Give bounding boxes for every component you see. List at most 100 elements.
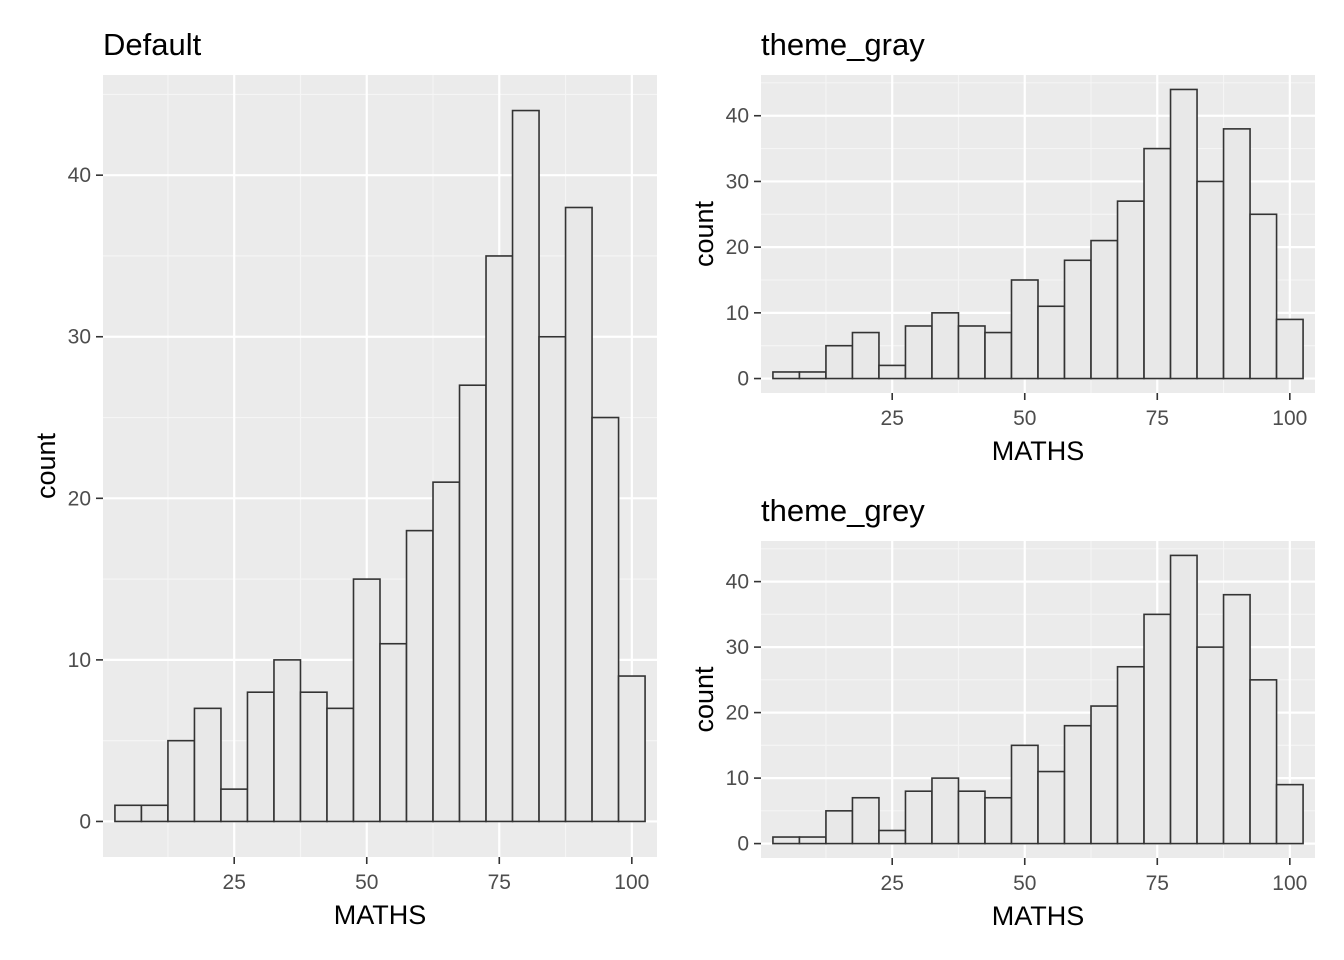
histogram-bar (1169, 88, 1198, 380)
y-tick-label: 40 (68, 164, 91, 187)
histogram-bar (485, 255, 514, 823)
y-tick-label: 20 (726, 702, 749, 725)
x-tick-label: 50 (355, 871, 378, 894)
x-tick-label: 75 (1146, 872, 1169, 895)
histogram-bar (379, 642, 408, 823)
histogram-bar (904, 790, 933, 845)
histogram-bar (1169, 554, 1198, 845)
histogram-bar (591, 416, 620, 823)
histogram-bar (1090, 705, 1119, 845)
histogram-bar (1143, 613, 1172, 845)
chart-title: theme_grey (761, 493, 925, 528)
x-tick-label: 50 (1013, 407, 1036, 430)
histogram-bar (564, 206, 593, 823)
bars (114, 109, 646, 823)
histogram-bar (1249, 213, 1278, 380)
y-axis-label: count (689, 666, 719, 733)
y-tick-label: 0 (737, 368, 749, 391)
x-tick-label: 25 (881, 872, 904, 895)
histogram-bar (1275, 318, 1304, 380)
x-axis-label: MATHS (334, 900, 427, 930)
x-axis: 25 50 75 100 (881, 858, 1307, 895)
x-tick-label: 100 (1272, 407, 1307, 430)
y-tick-label: 40 (726, 571, 749, 594)
histogram-bar (511, 109, 540, 823)
histogram-bar (114, 804, 143, 823)
bars (772, 554, 1304, 845)
histogram-bar (931, 312, 960, 380)
y-tick-label: 40 (726, 105, 749, 128)
y-tick-label: 30 (726, 636, 749, 659)
histogram-bar (352, 578, 381, 823)
histogram-bar (1143, 147, 1172, 380)
histogram-bar (1222, 593, 1251, 845)
histogram-bar (405, 529, 434, 823)
histogram-bar (957, 325, 986, 380)
x-axis-label: MATHS (992, 901, 1085, 931)
histogram-bar (1275, 783, 1304, 845)
histogram-bar (326, 707, 355, 823)
histogram-bar (538, 335, 567, 823)
x-tick-label: 100 (614, 871, 649, 894)
histogram-bar (984, 796, 1013, 845)
y-tick-label: 10 (68, 649, 91, 672)
histogram-bar (617, 675, 646, 823)
y-tick-label: 20 (68, 487, 91, 510)
histogram-bar (798, 371, 827, 380)
histogram-bar (1090, 239, 1119, 380)
x-axis-label: MATHS (992, 436, 1085, 466)
histogram-bar (772, 836, 801, 845)
y-tick-label: 0 (79, 810, 91, 833)
histogram-bar (957, 790, 986, 845)
histogram-bar (1116, 665, 1145, 845)
histogram-bar (1196, 180, 1225, 380)
histogram-bar (432, 481, 461, 823)
histogram-bar (984, 331, 1013, 380)
histogram-bar (246, 691, 275, 823)
histogram-bar (878, 364, 907, 380)
bars (772, 88, 1304, 380)
histogram-bar (458, 384, 487, 823)
x-tick-label: 75 (488, 871, 511, 894)
histogram-bar (1222, 128, 1251, 380)
histogram-bar (299, 691, 328, 823)
x-tick-label: 75 (1146, 407, 1169, 430)
chart-title: Default (103, 27, 202, 62)
histogram-bar (1010, 279, 1039, 380)
histogram-bar (772, 371, 801, 380)
x-tick-label: 25 (881, 407, 904, 430)
histogram-bar (273, 659, 302, 823)
histogram-bar (167, 739, 196, 823)
histogram-bar (1116, 200, 1145, 380)
histogram-bar (193, 707, 222, 823)
histogram-bar (140, 804, 169, 823)
histogram-bar (851, 796, 880, 845)
y-tick-label: 10 (726, 767, 749, 790)
histogram-bar (1249, 679, 1278, 845)
x-tick-label: 25 (223, 871, 246, 894)
histogram-bar (220, 788, 249, 823)
histogram-bar (851, 331, 880, 380)
histogram-bar (931, 777, 960, 845)
y-axis: 0 10 20 30 40 (68, 164, 103, 833)
y-tick-label: 30 (68, 326, 91, 349)
y-axis: 0 10 20 30 40 (726, 571, 761, 856)
chart-theme-gray: theme_gray 0 10 20 30 40 25 50 75 100 MATHS cou… (689, 27, 1315, 466)
histogram-bar (1037, 770, 1066, 845)
x-axis: 25 50 75 100 (881, 393, 1307, 430)
histogram-bar (1196, 646, 1225, 845)
chart-theme-grey: theme_grey 0 10 20 30 40 25 50 75 100 MATHS cou… (689, 493, 1315, 931)
histogram-bar (798, 836, 827, 845)
histogram-bar (1063, 259, 1092, 380)
y-tick-label: 30 (726, 170, 749, 193)
y-tick-label: 20 (726, 236, 749, 259)
y-axis-label: count (689, 200, 719, 267)
y-tick-label: 10 (726, 302, 749, 325)
y-tick-label: 0 (737, 833, 749, 856)
x-tick-label: 100 (1272, 872, 1307, 895)
x-tick-label: 50 (1013, 872, 1036, 895)
chart-title: theme_gray (761, 27, 925, 62)
histogram-bar (1063, 724, 1092, 845)
histogram-bar (878, 829, 907, 845)
histogram-bar (825, 344, 854, 380)
